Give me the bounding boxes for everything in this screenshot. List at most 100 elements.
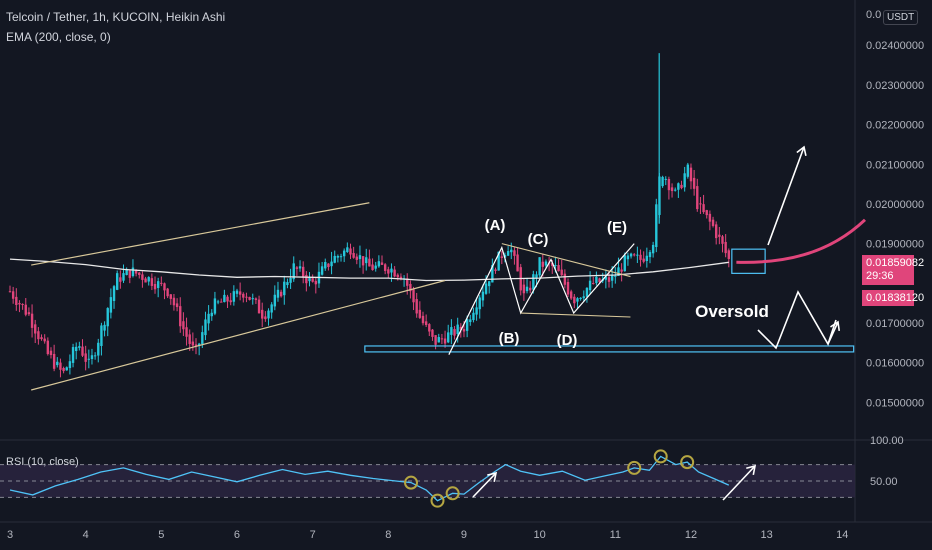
candle-body: [488, 281, 491, 287]
price-tick-label: 0.01900000: [866, 239, 924, 251]
candle-body: [201, 332, 204, 345]
candle-body: [412, 289, 415, 303]
candle-body: [295, 267, 299, 269]
candle-body: [491, 265, 494, 283]
rsi-layer: [0, 449, 855, 508]
candle-body: [355, 256, 358, 260]
time-tick-label: 5: [158, 529, 164, 541]
candle-body: [333, 255, 336, 263]
candle-body: [125, 269, 128, 276]
candle-body: [185, 327, 188, 337]
candle-body: [320, 266, 324, 275]
candle-body: [87, 358, 91, 360]
candle-body: [396, 274, 399, 278]
time-tick-label: 4: [83, 529, 89, 541]
candle-body: [153, 283, 157, 290]
oversold-label: Oversold: [695, 302, 769, 321]
candle-body: [175, 303, 179, 308]
candle-body: [56, 361, 59, 366]
candle-body: [588, 280, 592, 291]
candle-body: [264, 316, 267, 320]
candle-body: [554, 264, 557, 266]
channel-lower-line: [31, 279, 446, 391]
candle-body: [213, 298, 217, 314]
candle-body: [78, 346, 81, 348]
candle-body: [349, 248, 352, 255]
candle-body: [24, 304, 27, 315]
candle-body: [68, 361, 72, 369]
candle-body: [52, 353, 56, 369]
time-tick-label: 13: [761, 529, 773, 541]
candle-body: [46, 340, 50, 355]
candle-body: [484, 283, 488, 294]
price-tick-label: 0.02400000: [866, 40, 924, 52]
candle-body: [194, 344, 198, 346]
time-axis: 3 4 5 6 7 8 9 10 11 12 13 14: [7, 529, 848, 541]
rsi-arrow-1: [472, 472, 497, 498]
candle-body: [62, 367, 65, 372]
candle-body: [680, 184, 683, 189]
candle-body: [582, 296, 585, 299]
candle-body: [702, 204, 705, 213]
candle-body: [462, 329, 466, 332]
candle-body: [115, 273, 119, 290]
candle-body: [651, 244, 655, 254]
rsi-legend: RSI (10, close): [6, 456, 79, 468]
candle-body: [576, 298, 579, 302]
candle-body: [330, 261, 333, 267]
candle-body: [598, 278, 601, 283]
candle-body: [406, 278, 409, 286]
price-tick-label: 0.02300000: [866, 80, 924, 92]
candle-body: [623, 255, 626, 272]
time-tick-label: 10: [534, 529, 546, 541]
candle-body: [585, 287, 589, 297]
candle-body: [112, 286, 116, 301]
candle-body: [506, 251, 510, 256]
candle-body: [106, 308, 109, 327]
rsi-highlight-circle: [653, 449, 668, 464]
candle-body: [563, 273, 567, 285]
candle-body: [472, 312, 475, 321]
w-pattern-path: [757, 290, 837, 350]
candle-body: [358, 255, 362, 260]
last-price-value: 0.01859082: [866, 257, 925, 269]
candle-body: [141, 274, 144, 280]
last-price-badge: 0.01859082 29:36: [862, 255, 925, 285]
time-tick-label: 11: [610, 529, 621, 541]
candle-body: [696, 186, 699, 210]
candle-body: [655, 204, 658, 248]
candle-body: [37, 331, 40, 340]
candle-body: [238, 291, 242, 295]
candle-body: [59, 362, 62, 370]
candle-body: [128, 270, 132, 278]
candle-body: [18, 302, 21, 305]
pattern-label: (C): [528, 231, 549, 248]
candle-body: [453, 329, 456, 336]
candle-body: [383, 264, 387, 271]
candle-body: [500, 256, 504, 258]
candle-body: [620, 269, 623, 272]
candle-body: [579, 297, 582, 300]
rsi-highlight-circle: [680, 455, 695, 470]
annotation-drawings: (A) (B) (C) (D) (E) Oversold: [31, 145, 867, 391]
candle-body: [544, 261, 548, 266]
w-pattern-arrow: [827, 321, 839, 345]
candle-body: [327, 263, 330, 268]
candle-body: [689, 167, 693, 182]
candle-body: [232, 291, 236, 302]
rsi-highlight-circle: [430, 493, 445, 508]
bar-countdown: 29:36: [866, 270, 894, 282]
pattern-label: (A): [485, 217, 506, 234]
candle-body: [248, 296, 251, 300]
currency-button[interactable]: USDT: [883, 10, 919, 25]
candle-body: [560, 269, 563, 276]
price-tick-label: 0.02200000: [866, 120, 924, 132]
candle-body: [538, 257, 541, 276]
candle-body: [431, 329, 434, 337]
candle-body: [390, 268, 393, 273]
candle-body: [510, 249, 513, 253]
grid-lines: [0, 0, 932, 523]
candle-body: [261, 309, 264, 319]
candle-body: [541, 261, 544, 267]
